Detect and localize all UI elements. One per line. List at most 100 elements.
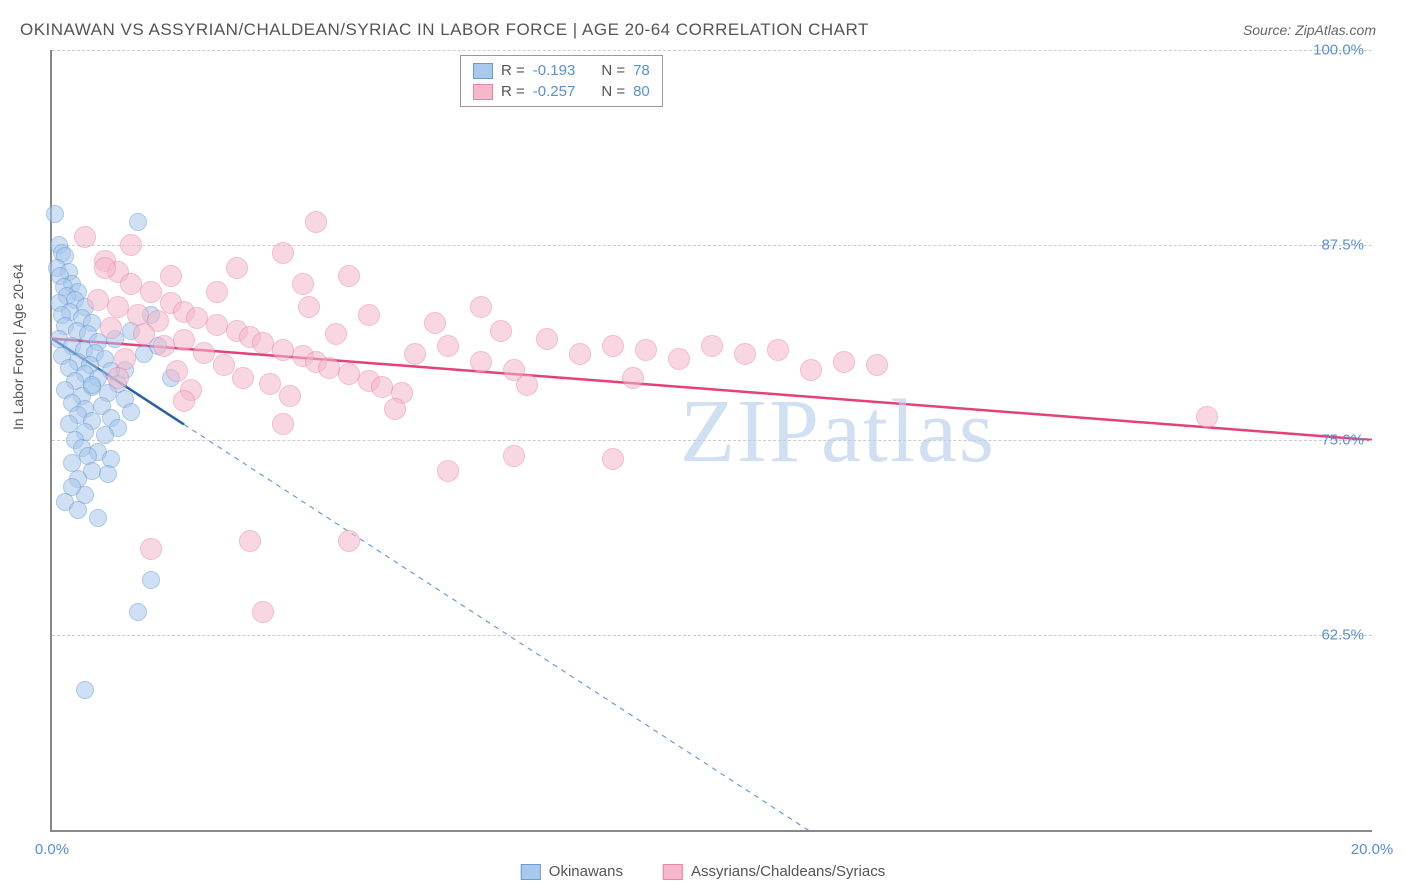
x-tick-label: 0.0% — [35, 841, 69, 858]
data-point — [239, 530, 261, 552]
r-value: -0.257 — [533, 83, 576, 100]
data-point — [536, 328, 558, 350]
data-point — [470, 351, 492, 373]
data-point — [63, 478, 81, 496]
data-point — [866, 354, 888, 376]
data-point — [338, 265, 360, 287]
data-point — [160, 265, 182, 287]
data-point — [46, 205, 64, 223]
data-point — [668, 348, 690, 370]
stats-legend-box: R = -0.193 N = 78 R = -0.257 N = 80 — [460, 55, 663, 107]
data-point — [166, 360, 188, 382]
swatch-icon — [663, 864, 683, 880]
data-point — [99, 465, 117, 483]
data-point — [371, 376, 393, 398]
data-point — [833, 351, 855, 373]
data-point — [338, 363, 360, 385]
data-point — [232, 367, 254, 389]
swatch-icon — [473, 84, 493, 100]
data-point — [153, 335, 175, 357]
data-point — [358, 304, 380, 326]
data-point — [186, 307, 208, 329]
data-point — [384, 398, 406, 420]
legend-label: Assyrians/Chaldeans/Syriacs — [691, 863, 885, 880]
swatch-icon — [521, 864, 541, 880]
y-tick-label: 100.0% — [1313, 42, 1364, 59]
data-point — [272, 413, 294, 435]
data-point — [279, 385, 301, 407]
data-point — [120, 273, 142, 295]
n-label: N = — [601, 62, 625, 79]
stats-row: R = -0.257 N = 80 — [473, 81, 650, 102]
data-point — [701, 335, 723, 357]
swatch-icon — [473, 63, 493, 79]
data-point — [1196, 406, 1218, 428]
y-tick-label: 62.5% — [1321, 627, 1364, 644]
data-point — [94, 257, 116, 279]
n-label: N = — [601, 83, 625, 100]
data-point — [74, 226, 96, 248]
data-point — [133, 323, 155, 345]
data-point — [338, 530, 360, 552]
data-point — [318, 357, 340, 379]
data-point — [252, 332, 274, 354]
data-point — [206, 314, 228, 336]
stats-row: R = -0.193 N = 78 — [473, 60, 650, 81]
legend-item: Assyrians/Chaldeans/Syriacs — [663, 863, 885, 880]
y-tick-label: 75.0% — [1321, 432, 1364, 449]
data-point — [89, 509, 107, 527]
data-point — [76, 681, 94, 699]
legend-label: Okinawans — [549, 863, 623, 880]
data-point — [259, 373, 281, 395]
n-value: 80 — [633, 83, 650, 100]
n-value: 78 — [633, 62, 650, 79]
data-point — [252, 601, 274, 623]
data-point — [404, 343, 426, 365]
gridline — [52, 245, 1372, 246]
data-point — [437, 460, 459, 482]
data-point — [734, 343, 756, 365]
data-point — [424, 312, 446, 334]
source-label: Source: ZipAtlas.com — [1243, 22, 1376, 38]
gridline — [52, 440, 1372, 441]
chart-title: OKINAWAN VS ASSYRIAN/CHALDEAN/SYRIAC IN … — [20, 20, 869, 40]
data-point — [272, 339, 294, 361]
x-tick-label: 20.0% — [1351, 841, 1394, 858]
data-point — [602, 335, 624, 357]
data-point — [107, 367, 129, 389]
scatter-plot: 62.5%75.0%87.5%100.0%0.0%20.0% — [50, 50, 1372, 832]
y-tick-label: 87.5% — [1321, 237, 1364, 254]
gridline — [52, 50, 1372, 51]
data-point — [292, 273, 314, 295]
data-point — [602, 448, 624, 470]
data-point — [142, 571, 160, 589]
data-point — [140, 281, 162, 303]
data-point — [800, 359, 822, 381]
data-point — [87, 289, 109, 311]
data-point — [213, 354, 235, 376]
data-point — [470, 296, 492, 318]
data-point — [140, 538, 162, 560]
data-point — [490, 320, 512, 342]
r-label: R = — [501, 83, 525, 100]
data-point — [206, 281, 228, 303]
data-point — [298, 296, 320, 318]
y-axis-label: In Labor Force | Age 20-64 — [10, 264, 26, 430]
data-point — [305, 211, 327, 233]
data-point — [173, 390, 195, 412]
data-point — [122, 403, 140, 421]
data-point — [226, 257, 248, 279]
data-point — [173, 329, 195, 351]
data-point — [325, 323, 347, 345]
data-point — [96, 426, 114, 444]
data-point — [503, 445, 525, 467]
data-point — [193, 342, 215, 364]
data-point — [107, 296, 129, 318]
data-point — [569, 343, 591, 365]
data-point — [767, 339, 789, 361]
r-value: -0.193 — [533, 62, 576, 79]
data-point — [437, 335, 459, 357]
data-point — [69, 501, 87, 519]
data-point — [100, 317, 122, 339]
r-label: R = — [501, 62, 525, 79]
